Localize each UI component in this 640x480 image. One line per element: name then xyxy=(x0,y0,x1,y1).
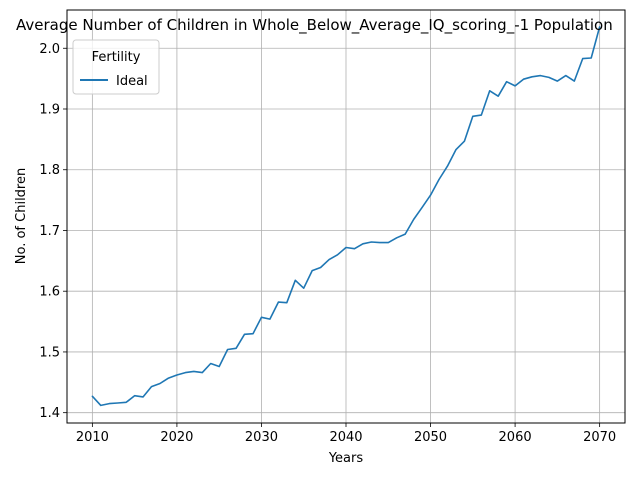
y-axis-ticks: 1.4 1.5 1.6 1.7 1.8 1.9 2.0 xyxy=(39,42,67,421)
x-tick-label: 2060 xyxy=(499,430,532,445)
y-tick-label: 1.5 xyxy=(39,345,60,360)
x-tick-label: 2020 xyxy=(160,430,193,445)
legend: Fertility Ideal xyxy=(72,39,160,95)
y-tick-label: 1.8 xyxy=(39,163,60,178)
x-tick-label: 2050 xyxy=(414,430,447,445)
x-axis-ticks: 2010 2020 2030 2040 2050 2060 2070 xyxy=(76,423,616,445)
series-layer xyxy=(91,26,601,407)
x-tick-label: 2040 xyxy=(329,430,362,445)
legend-label-ideal: Ideal xyxy=(116,74,148,89)
series-line-ideal xyxy=(91,26,601,407)
x-axis-label: Years xyxy=(328,451,364,466)
legend-title: Fertility xyxy=(92,50,141,65)
y-tick-label: 1.9 xyxy=(39,102,60,117)
y-tick-label: 1.7 xyxy=(39,224,60,239)
y-axis-label: No. of Children xyxy=(14,168,29,264)
y-tick-label: 1.4 xyxy=(39,406,60,421)
chart-title: Average Number of Children in Whole_Belo… xyxy=(16,16,613,35)
grid-lines xyxy=(67,10,625,423)
y-tick-label: 2.0 xyxy=(39,42,60,57)
x-tick-label: 2030 xyxy=(245,430,278,445)
x-tick-label: 2070 xyxy=(583,430,616,445)
y-tick-label: 1.6 xyxy=(39,285,60,300)
x-tick-label: 2010 xyxy=(76,430,109,445)
